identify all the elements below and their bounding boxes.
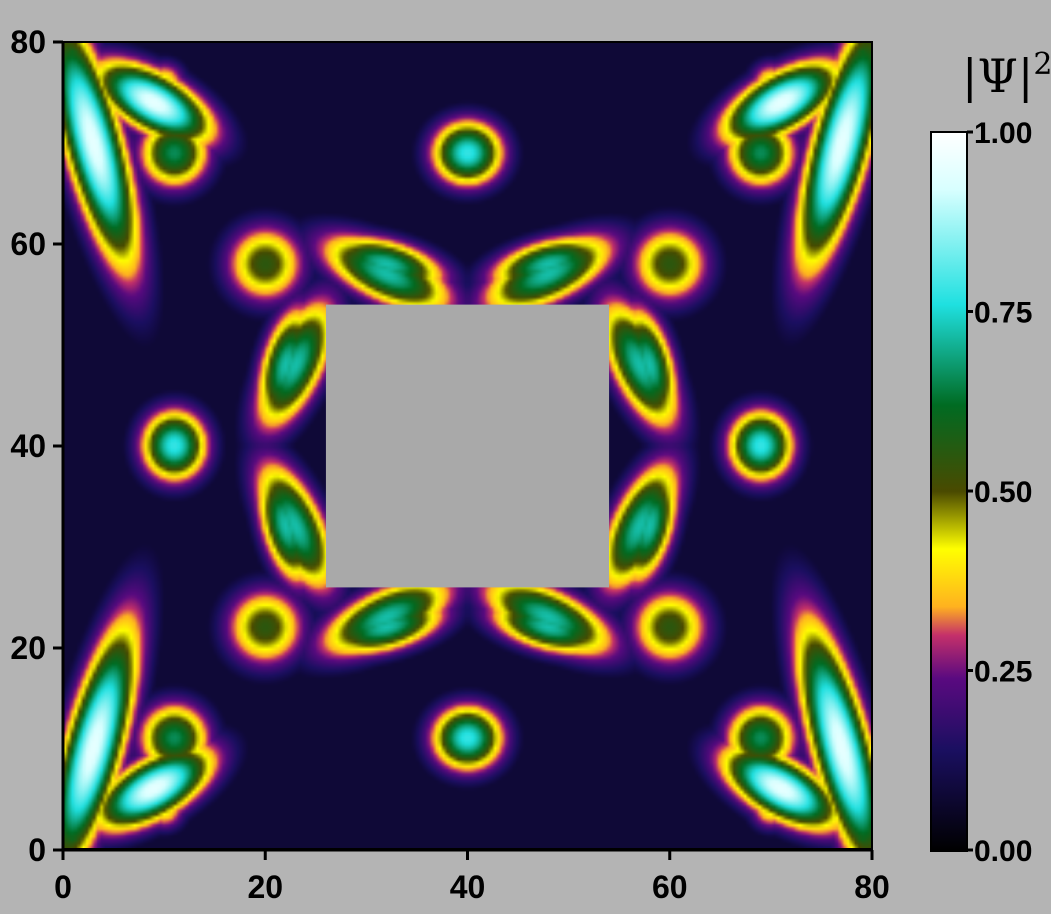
colorbar-tick-label: 0.00: [974, 835, 1032, 868]
colorbar: |Ψ|2 0.00 0.25 0.50 0.75 1.00: [930, 47, 1051, 868]
colorbar-tick-label: 0.50: [974, 476, 1032, 509]
x-tick-label: 60: [652, 869, 688, 905]
colorbar-ramp: [930, 131, 968, 852]
colorbar-tick-label: 1.00: [974, 117, 1032, 150]
colorbar-label-exponent: 2: [1033, 47, 1051, 82]
y-tick-label: 80: [10, 24, 46, 60]
central-hole: [325, 304, 610, 588]
colorbar-tick-label: 0.75: [974, 297, 1032, 330]
colorbar-tick-label: 0.25: [974, 656, 1032, 689]
x-tick-label: 20: [247, 869, 283, 905]
x-tick-label: 40: [450, 869, 486, 905]
plot-area: [62, 41, 873, 850]
colorbar-label-base: |Ψ|: [962, 49, 1033, 103]
y-tick-label: 60: [10, 226, 46, 262]
y-tick-label: 20: [10, 630, 46, 666]
y-tick-label: 40: [10, 428, 46, 464]
x-tick-label: 0: [54, 869, 72, 905]
y-tick-label: 0: [28, 832, 46, 868]
x-axis: 0 20 40 60 80: [54, 848, 890, 905]
x-tick-label: 80: [854, 869, 890, 905]
y-axis: 0 20 40 60 80: [10, 24, 65, 868]
colorbar-label: |Ψ|2: [962, 47, 1051, 103]
